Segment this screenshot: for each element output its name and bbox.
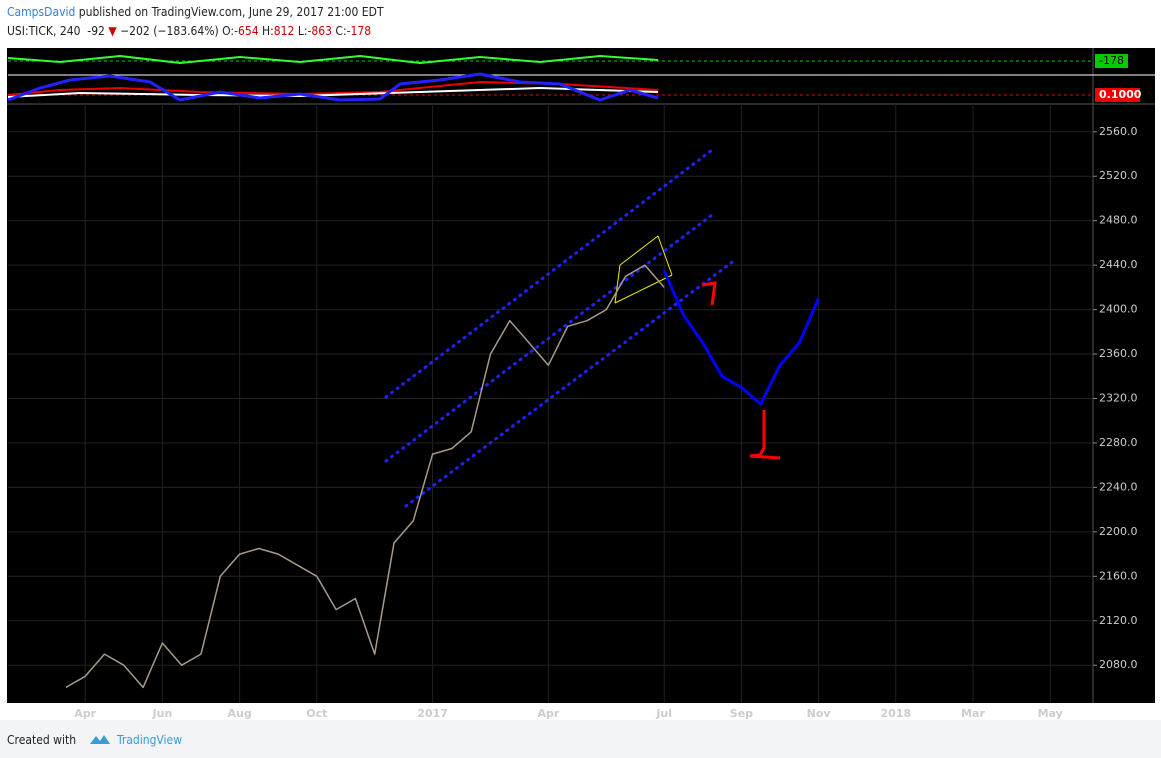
series bbox=[65, 264, 820, 689]
x-tick-label: Apr bbox=[537, 707, 559, 720]
grid: 2080.0 2120.0 2160.0 2200.0 2240.0 2280.0 2320… bbox=[8, 104, 1138, 720]
h: 812 bbox=[273, 24, 295, 38]
y-tick-label: 2520.0 bbox=[1099, 169, 1138, 182]
indicator-label: 0.1000 bbox=[1099, 88, 1142, 101]
created: Created with bbox=[7, 733, 77, 747]
annotations bbox=[384, 148, 781, 508]
l: -863 bbox=[307, 24, 332, 38]
x-tick-label: Apr bbox=[74, 707, 96, 720]
indicator-label: -178 bbox=[1099, 54, 1124, 67]
x-tick-label: May bbox=[1038, 707, 1063, 720]
x-tick-label: Aug bbox=[227, 707, 251, 720]
footer: Created with TradingView bbox=[0, 720, 1161, 758]
indicator-pane: -178 0.1000 bbox=[7, 54, 1155, 102]
y-tick-label: 2360.0 bbox=[1099, 347, 1138, 360]
x-tick-label: Jun bbox=[152, 707, 173, 720]
y-tick-label: 2400.0 bbox=[1099, 303, 1138, 316]
last: -92 bbox=[87, 24, 105, 38]
x-tick-label: Mar bbox=[961, 707, 985, 720]
brand[interactable]: TradingView bbox=[117, 733, 183, 747]
author[interactable]: CampsDavid bbox=[7, 5, 76, 19]
label-bg bbox=[1095, 88, 1140, 102]
channel-line bbox=[384, 148, 714, 399]
o: -654 bbox=[234, 24, 259, 38]
symbol: USI:TICK, 240 bbox=[7, 24, 81, 38]
x-tick-label: 2018 bbox=[880, 707, 911, 720]
y-tick-label: 2560.0 bbox=[1099, 125, 1138, 138]
x-tick-label: Sep bbox=[730, 707, 753, 720]
l-label: L: bbox=[297, 24, 308, 38]
c-label: C: bbox=[335, 24, 347, 38]
channel-line bbox=[404, 258, 737, 508]
y-tick-label: 2240.0 bbox=[1099, 480, 1138, 493]
x-tick-label: Oct bbox=[306, 707, 327, 720]
y-tick-label: 2480.0 bbox=[1099, 214, 1138, 227]
indicator-line bbox=[7, 54, 659, 65]
header: CampsDavid published on TradingView.com,… bbox=[7, 3, 384, 41]
published: published on TradingView.com, June 29, 2… bbox=[75, 5, 384, 19]
y-tick-label: 2120.0 bbox=[1099, 614, 1138, 627]
header-line: USI:TICK, 240 -92 ▼ −202 (−183.64%) O:-6… bbox=[7, 22, 384, 41]
y-tick-label: 2280.0 bbox=[1099, 436, 1138, 449]
indicator-line bbox=[7, 86, 659, 98]
y-tick-label: 2320.0 bbox=[1099, 391, 1138, 404]
y-tick-label: 2440.0 bbox=[1099, 258, 1138, 271]
marker bbox=[749, 410, 781, 460]
arrow: ▼ bbox=[108, 24, 117, 38]
series-line bbox=[65, 264, 665, 689]
logo-shape bbox=[90, 735, 110, 744]
logo bbox=[90, 735, 110, 744]
marker bbox=[701, 281, 717, 306]
series-line bbox=[662, 270, 820, 406]
y-tick-label: 2080.0 bbox=[1099, 658, 1138, 671]
c: -178 bbox=[346, 24, 372, 38]
indicator-line bbox=[7, 72, 659, 102]
header-line: CampsDavid published on TradingView.com,… bbox=[7, 3, 384, 22]
x-tick-label: 2017 bbox=[417, 707, 448, 720]
change: −202 (−183.64%) bbox=[120, 24, 219, 38]
channel-line bbox=[384, 213, 714, 463]
x-tick-label: Nov bbox=[807, 707, 832, 720]
o-label: O: bbox=[222, 24, 235, 38]
x-tick-label: Jul bbox=[655, 707, 672, 720]
h-label: H: bbox=[262, 24, 274, 38]
label-bg bbox=[1095, 54, 1128, 68]
chart: -178 0.1000 2080.0 2120.0 2160.0 2200.0 2240… bbox=[7, 48, 1155, 720]
y-tick-label: 2160.0 bbox=[1099, 569, 1138, 582]
wedge bbox=[614, 235, 673, 304]
y-tick-label: 2200.0 bbox=[1099, 525, 1138, 538]
